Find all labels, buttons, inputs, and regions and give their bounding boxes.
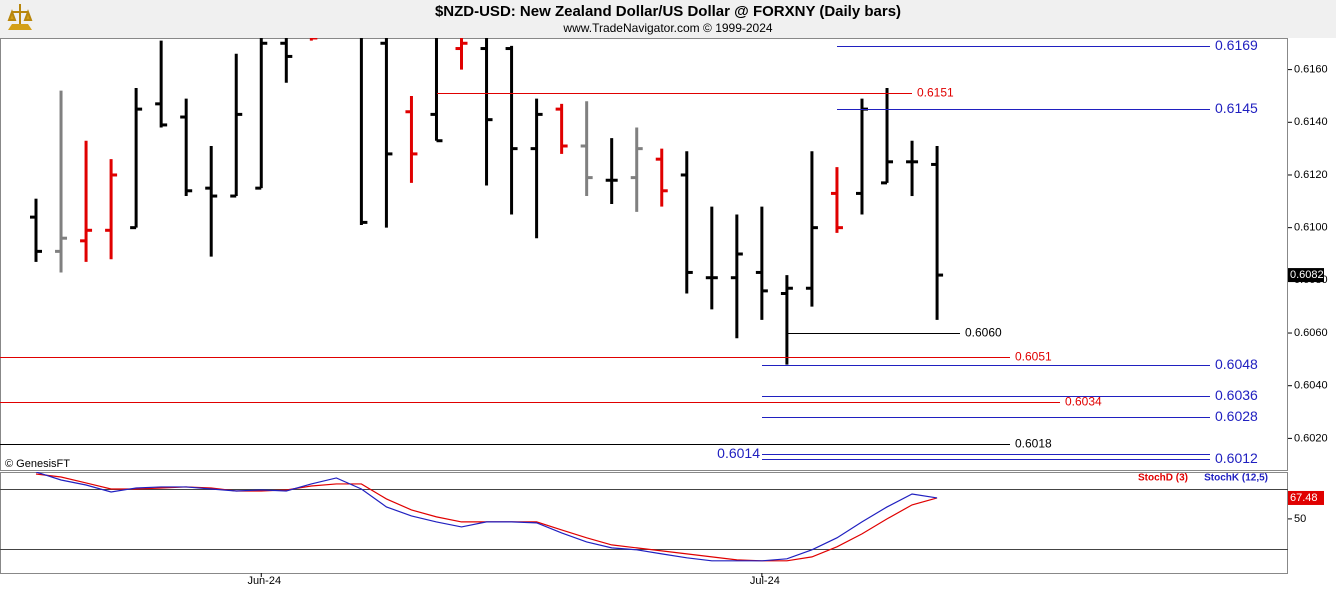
last-price-label: 0.6082 <box>1290 269 1324 281</box>
axes: 0.60200.60400.60600.60800.61000.61200.61… <box>247 64 1327 587</box>
level-label: 0.6014 <box>717 445 760 461</box>
logo <box>7 4 33 30</box>
level-label: 0.6060 <box>965 326 1002 340</box>
last-price-box <box>1288 268 1324 283</box>
x-tick-label: Jul-24 <box>750 575 780 587</box>
level-label: 0.6018 <box>1015 437 1052 451</box>
y-tick-label: 0.6040 <box>1294 380 1328 392</box>
y-tick-label: 0.6160 <box>1294 64 1328 76</box>
main-frame <box>0 38 1288 471</box>
x-tick-label: Jun-24 <box>247 575 281 587</box>
level-label: 0.6145 <box>1215 100 1258 116</box>
title-bar <box>0 0 1336 38</box>
y-tick-label: 50 <box>1294 513 1306 525</box>
stoch-line <box>35 472 938 562</box>
last-value-label: 67.48 <box>1290 492 1318 504</box>
y-tick-label: 0.6020 <box>1294 432 1328 444</box>
y-tick-label: 0.6100 <box>1294 222 1328 234</box>
level-label: 0.6036 <box>1215 387 1258 403</box>
level-label: 0.6028 <box>1215 408 1258 424</box>
stoch-frame <box>0 472 1288 574</box>
chart-subtitle: www.TradeNavigator.com © 1999-2024 <box>562 21 772 35</box>
level-label: 0.6012 <box>1215 450 1258 466</box>
legend-entry: StochK (12,5) <box>1204 473 1268 484</box>
chart-title: $NZD-USD: New Zealand Dollar/US Dollar @… <box>435 3 901 20</box>
y-tick-label: 0.6060 <box>1294 327 1328 339</box>
price-plot <box>30 38 944 365</box>
level-label: 0.6048 <box>1215 356 1258 372</box>
y-tick-label: 0.6140 <box>1294 116 1328 128</box>
legend-entry: StochD (3) <box>1138 473 1188 484</box>
last-value-box <box>1288 490 1324 505</box>
level-label: 0.6151 <box>917 86 954 100</box>
level-label: 0.6034 <box>1065 395 1102 409</box>
level-label: 0.6169 <box>1215 37 1258 53</box>
y-tick-label: 0.6120 <box>1294 169 1328 181</box>
watermark: © GenesisFT <box>5 458 70 470</box>
stoch-plot <box>0 472 1288 562</box>
level-label: 0.6051 <box>1015 350 1052 364</box>
